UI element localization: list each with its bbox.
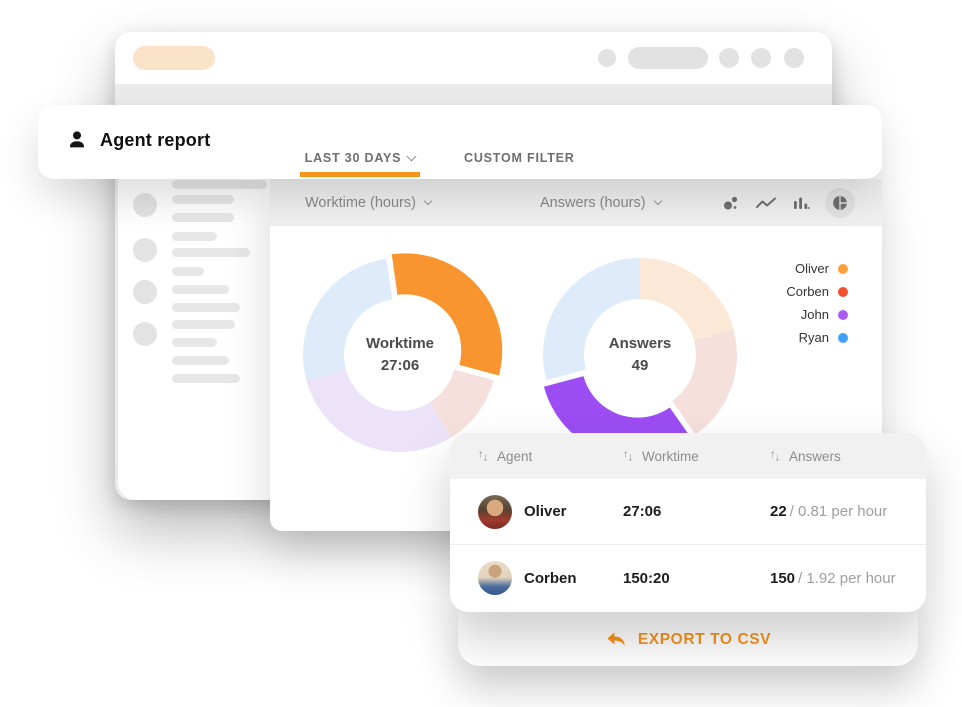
chart-toolbar: Worktime (hours) Answers (hours) bbox=[270, 179, 882, 226]
skeleton-avatar bbox=[133, 193, 157, 217]
skeleton-line bbox=[172, 303, 240, 312]
chevron-down-icon bbox=[653, 196, 662, 205]
tab-last-30-days[interactable]: LAST 30 DAYS bbox=[300, 151, 420, 179]
sort-icon: ↑ ↓ bbox=[770, 448, 780, 463]
export-arrow-icon bbox=[607, 632, 625, 646]
topbar-pill-placeholder bbox=[628, 47, 708, 69]
line-chart-icon[interactable] bbox=[755, 193, 777, 213]
topbar-dot-placeholder bbox=[751, 48, 771, 68]
legend-item-corben[interactable]: Corben bbox=[786, 280, 848, 303]
legend-dot bbox=[838, 309, 848, 320]
sort-worktime-column[interactable]: ↑ ↓ Worktime bbox=[623, 448, 699, 464]
page-title: Agent report bbox=[100, 129, 211, 150]
legend-dot bbox=[838, 332, 848, 343]
skeleton-line bbox=[172, 356, 229, 365]
chevron-down-icon bbox=[423, 196, 433, 205]
skeleton-line bbox=[172, 180, 267, 189]
answers-donut-center: Answers 49 bbox=[608, 335, 672, 374]
skeleton-line bbox=[172, 320, 235, 329]
chart-legend: Oliver Corben John Ryan bbox=[786, 257, 848, 349]
skeleton-avatar bbox=[133, 238, 157, 262]
legend-item-oliver[interactable]: Oliver bbox=[786, 257, 848, 280]
skeleton-line bbox=[172, 195, 234, 204]
legend-dot bbox=[838, 286, 848, 297]
export-to-csv-button[interactable]: EXPORT TO CSV bbox=[458, 608, 918, 666]
avatar bbox=[478, 561, 512, 595]
legend-dot bbox=[838, 263, 848, 274]
sort-agent-column[interactable]: ↑ ↓ Agent bbox=[478, 448, 533, 464]
skeleton-line bbox=[172, 213, 234, 222]
legend-item-john[interactable]: John bbox=[786, 303, 848, 326]
worktime-donut-chart[interactable] bbox=[290, 245, 510, 465]
answers-value: 150/ 1.92 per hour bbox=[770, 569, 896, 587]
report-header-card: Agent report LAST 30 DAYS CUSTOM FILTER bbox=[38, 105, 882, 179]
table-row[interactable]: Corben 150:20 150/ 1.92 per hour bbox=[450, 545, 926, 611]
sort-answers-column[interactable]: ↑ ↓ Answers bbox=[770, 448, 841, 464]
skeleton-line bbox=[172, 374, 240, 383]
skeleton-line bbox=[172, 338, 217, 347]
bar-chart-icon[interactable] bbox=[792, 194, 810, 212]
person-icon bbox=[66, 129, 88, 151]
worktime-donut-center: Worktime 27:06 bbox=[365, 335, 435, 374]
tab-bar: LAST 30 DAYS CUSTOM FILTER bbox=[300, 151, 575, 179]
legend-item-ryan[interactable]: Ryan bbox=[786, 326, 848, 349]
logo-placeholder bbox=[133, 46, 215, 70]
skeleton-avatar bbox=[133, 280, 157, 304]
worktime-value: 150:20 bbox=[623, 569, 670, 587]
skeleton-line bbox=[172, 232, 217, 241]
skeleton-avatar bbox=[133, 322, 157, 346]
window-topbar bbox=[115, 32, 832, 84]
worktime-value: 27:06 bbox=[623, 503, 662, 520]
table-header-row: ↑ ↓ Agent ↑ ↓ Worktime ↑ ↓ Answers bbox=[450, 433, 926, 479]
topbar-dot-placeholder bbox=[784, 48, 804, 68]
tab-custom-filter[interactable]: CUSTOM FILTER bbox=[464, 151, 575, 165]
worktime-metric-dropdown[interactable]: Worktime (hours) bbox=[305, 179, 433, 226]
chart-type-switcher bbox=[720, 179, 855, 226]
skeleton-line bbox=[172, 267, 204, 276]
answers-value: 22/ 0.81 per hour bbox=[770, 503, 888, 520]
chevron-down-icon bbox=[406, 151, 417, 161]
topbar-circle-placeholder bbox=[598, 49, 616, 67]
sort-icon: ↑ ↓ bbox=[478, 448, 488, 463]
answers-metric-dropdown[interactable]: Answers (hours) bbox=[540, 179, 662, 226]
pie-chart-icon[interactable] bbox=[825, 187, 855, 218]
agents-table: ↑ ↓ Agent ↑ ↓ Worktime ↑ ↓ Answers Oliver 2… bbox=[450, 433, 926, 612]
sort-icon: ↑ ↓ bbox=[623, 448, 633, 463]
bubble-chart-icon[interactable] bbox=[720, 193, 740, 213]
skeleton-line bbox=[172, 285, 229, 294]
topbar-dot-placeholder bbox=[719, 48, 739, 68]
skeleton-line bbox=[172, 248, 250, 257]
table-row[interactable]: Oliver 27:06 22/ 0.81 per hour bbox=[450, 479, 926, 545]
avatar bbox=[478, 494, 512, 529]
